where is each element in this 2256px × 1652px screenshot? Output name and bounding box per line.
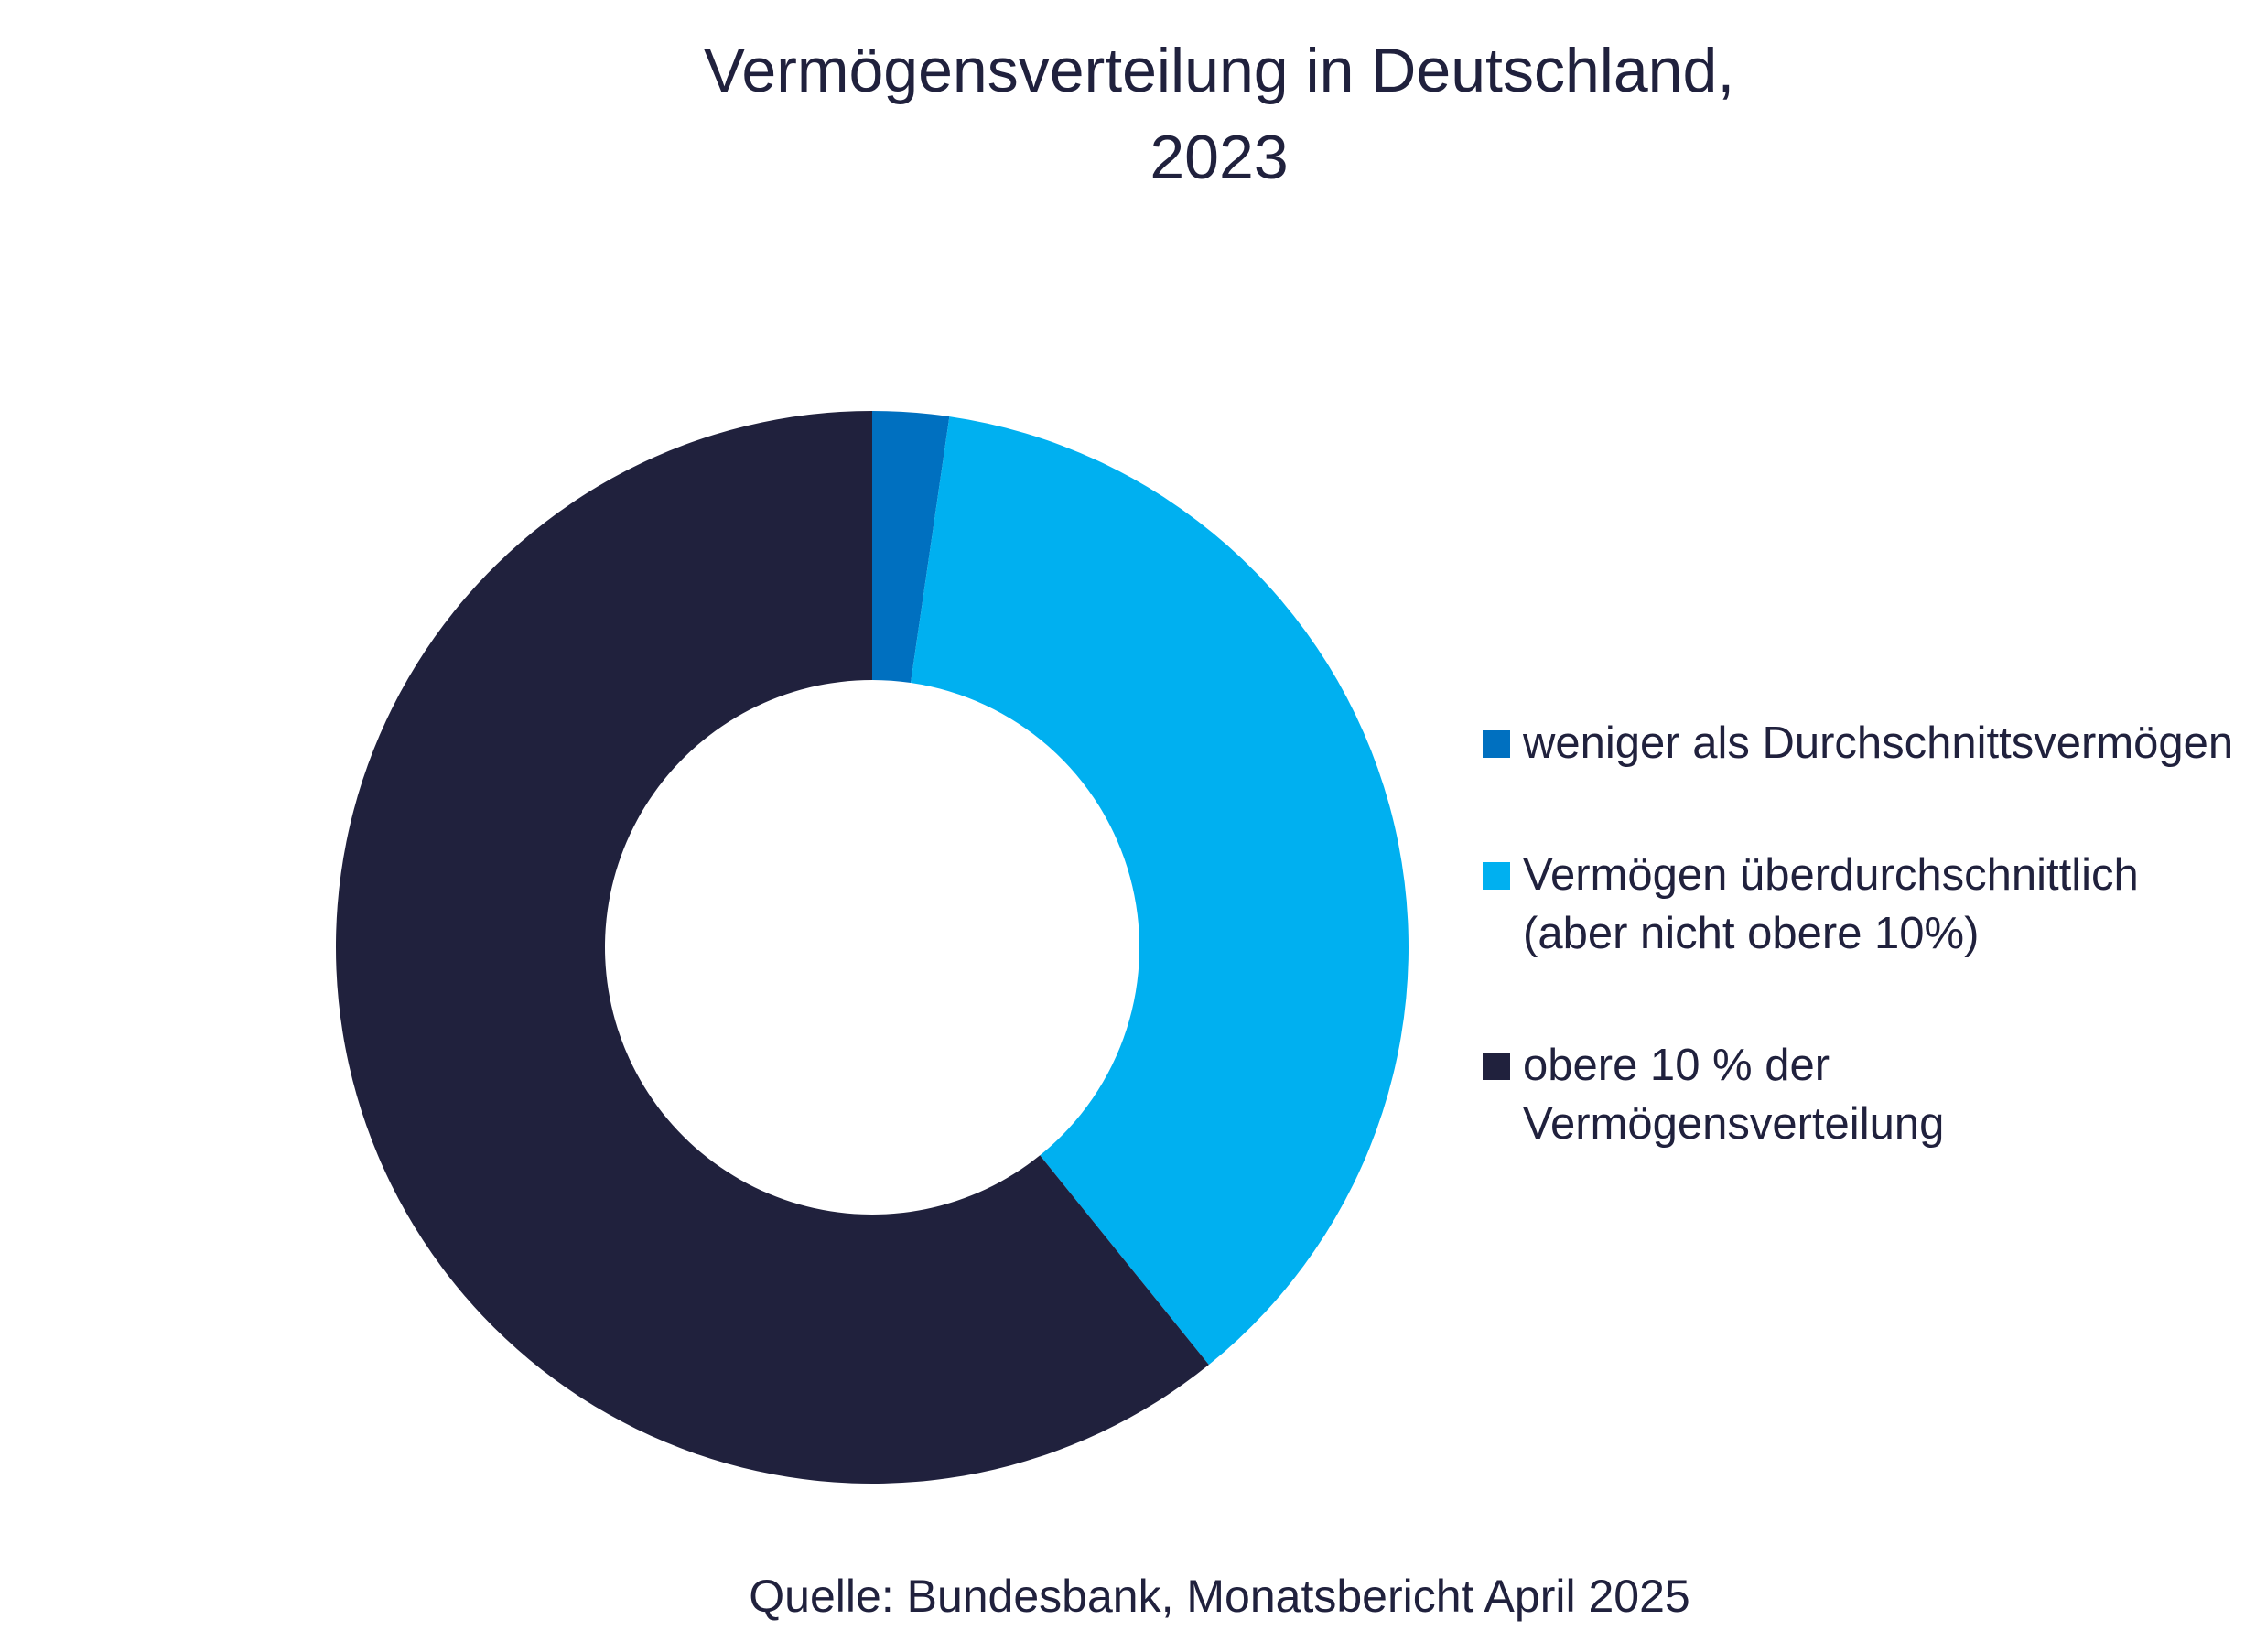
legend: weniger als Durchschnittsvermögen Vermöge… (1483, 714, 2255, 1226)
legend-label: Vermögen überdurchschnittlich (aber nich… (1523, 850, 2139, 958)
donut-slice (872, 411, 950, 684)
chart-title: Vermögensverteilung in Deutschland, 2023 (703, 36, 1735, 192)
legend-swatch (1483, 730, 1510, 758)
legend-swatch (1483, 862, 1510, 890)
legend-item: obere 10 % der Vermögensverteilung (1483, 1036, 2255, 1153)
donut-slice (911, 416, 1409, 1366)
donut-slice (336, 410, 1209, 1484)
legend-item: weniger als Durchschnittsvermögen (1483, 714, 2255, 772)
legend-item: Vermögen überdurchschnittlich (aber nich… (1483, 846, 2255, 963)
source: Quelle: Bundesbank, Monatsbericht April … (749, 1571, 1690, 1622)
legend-label: obere 10 % der Vermögensverteilung (1523, 1041, 1945, 1149)
legend-swatch (1483, 1053, 1510, 1080)
legend-label: weniger als Durchschnittsvermögen (1523, 718, 2234, 768)
